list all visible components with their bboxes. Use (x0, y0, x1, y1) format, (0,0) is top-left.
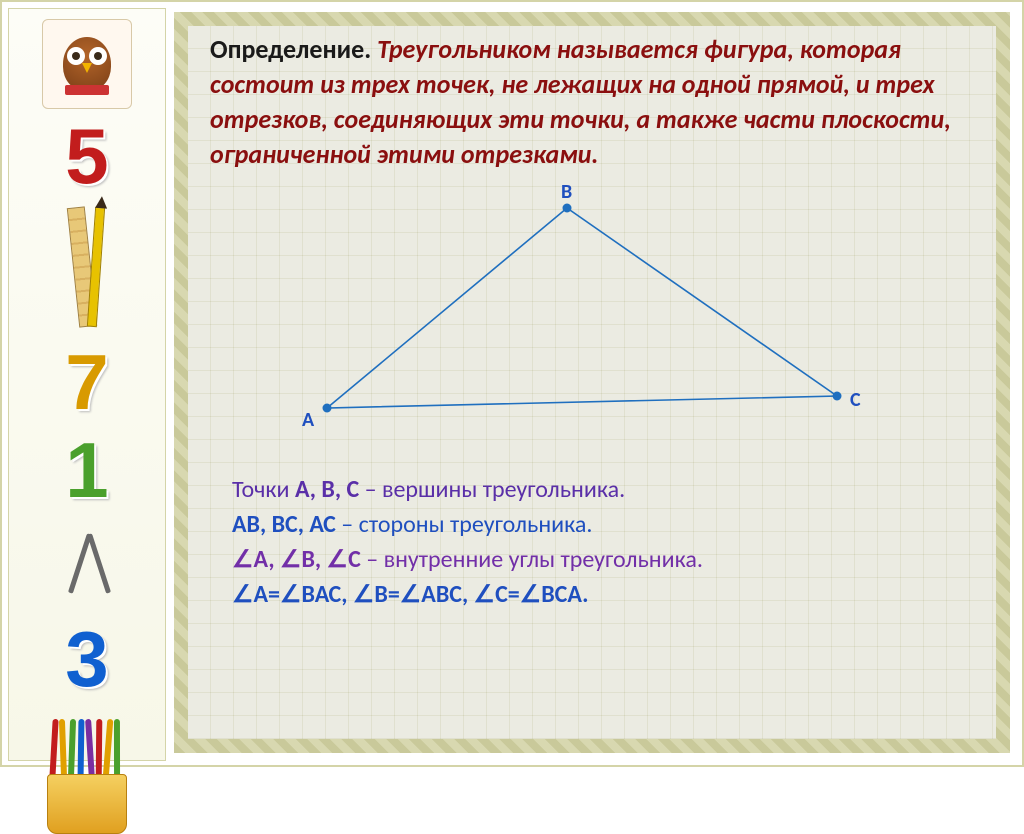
svg-text:А: А (302, 408, 315, 432)
svg-text:С: С (850, 388, 861, 412)
side-digits-column: 5 7 1 3 (9, 121, 165, 834)
slide-frame: 5 7 1 3 Определение. Треугольником назыв… (0, 0, 1024, 767)
digit-1: 1 (65, 435, 108, 505)
ruler-pencil-icon (73, 207, 101, 327)
note-angles: ∠А, ∠В, ∠С – внутренние углы треугольник… (232, 543, 974, 578)
definition-label: Определение. (210, 33, 371, 65)
jar-sticks (51, 719, 120, 779)
compass-icon (47, 526, 127, 606)
digit-7: 7 (65, 347, 108, 417)
decorative-sidebar: 5 7 1 3 (8, 8, 166, 761)
pencil-jar-icon (37, 714, 137, 834)
definition-heading: Определение. Треугольником называется фи… (210, 32, 974, 172)
digit-5: 5 (65, 121, 108, 191)
digit-3: 3 (65, 624, 108, 694)
content-area: Определение. Треугольником называется фи… (174, 12, 1010, 753)
note-angle-eq: ∠А=∠ВАС, ∠В=∠АВС, ∠С=∠ВСА. (232, 578, 974, 613)
note-vertices: Точки А, В, С – вершины треугольника. (232, 473, 974, 508)
svg-text:В: В (561, 180, 572, 204)
notes-block: Точки А, В, С – вершины треугольника. АВ… (210, 473, 974, 612)
triangle-diagram: А В С (210, 178, 974, 458)
owl-illustration (42, 19, 132, 109)
note-sides: АВ, ВС, АС – стороны треугольника. (232, 508, 974, 543)
